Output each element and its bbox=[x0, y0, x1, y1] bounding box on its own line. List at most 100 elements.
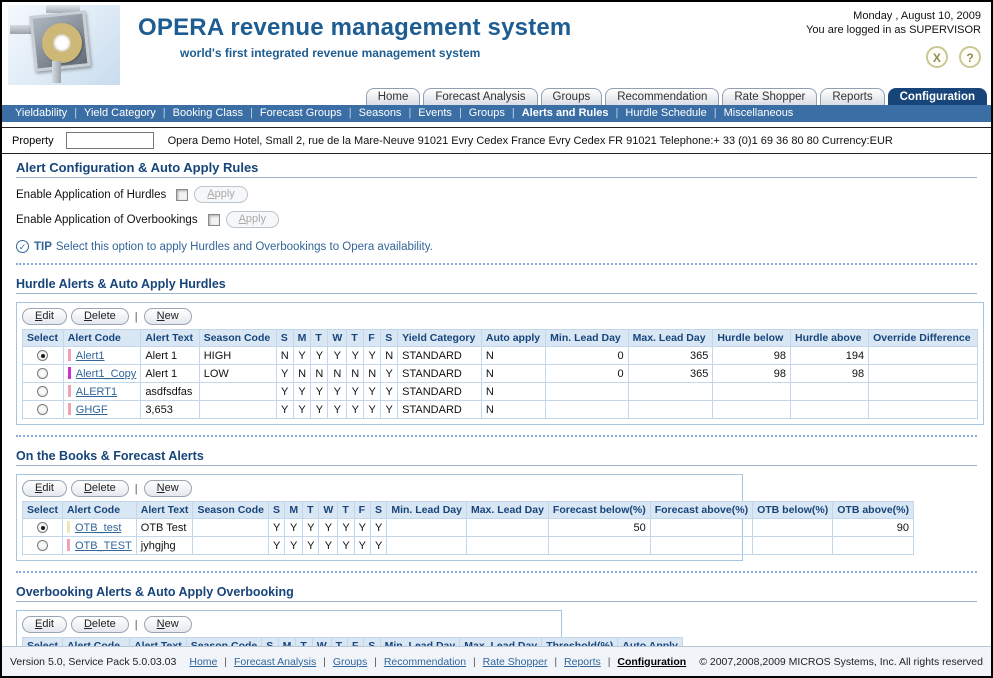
data-cell: N bbox=[380, 346, 399, 365]
data-cell: Y bbox=[327, 400, 348, 419]
delete-button[interactable]: Delete bbox=[70, 480, 129, 497]
select-cell bbox=[22, 346, 64, 365]
data-cell: 90 bbox=[832, 518, 915, 537]
data-cell bbox=[789, 400, 870, 419]
enable-hurdles-checkbox[interactable] bbox=[176, 188, 189, 201]
new-button[interactable]: New bbox=[143, 616, 192, 633]
column-header-s: S bbox=[370, 501, 388, 519]
select-radio[interactable] bbox=[37, 368, 49, 380]
data-cell: STANDARD bbox=[397, 400, 482, 419]
section-divider bbox=[16, 465, 977, 466]
data-cell: Y bbox=[346, 382, 365, 401]
data-cell: N bbox=[480, 400, 547, 419]
enable-overbookings-checkbox[interactable] bbox=[207, 213, 220, 226]
alert-code-link[interactable]: Alert1_Copy bbox=[75, 368, 137, 380]
subnav-item-seasons[interactable]: Seasons bbox=[358, 107, 402, 119]
property-input[interactable] bbox=[65, 132, 154, 149]
alert-code-link[interactable]: Alert1 bbox=[75, 350, 105, 362]
new-button[interactable]: New bbox=[143, 480, 192, 497]
data-cell: Y bbox=[370, 518, 388, 537]
select-cell bbox=[22, 400, 64, 419]
data-cell: Y bbox=[284, 536, 304, 555]
category-color-bar bbox=[66, 521, 70, 533]
alert-table-otb-forecast-alerts: Select Alert Code Alert Text Season Code S M T… bbox=[22, 501, 915, 555]
category-color-bar bbox=[67, 385, 71, 397]
footer-link-recommendation[interactable]: Recommendation bbox=[383, 655, 467, 668]
column-header-forecast-above-: Forecast above(%) bbox=[649, 501, 754, 519]
tip-row: ✓ TIP Select this option to apply Hurdle… bbox=[16, 240, 977, 253]
check-circle-icon: ✓ bbox=[16, 240, 29, 253]
footer-link-home[interactable]: Home bbox=[189, 655, 218, 668]
data-cell bbox=[547, 536, 651, 555]
tab-configuration[interactable]: Configuration bbox=[887, 88, 987, 105]
footer-link-groups[interactable]: Groups bbox=[332, 655, 368, 668]
select-radio[interactable] bbox=[37, 404, 49, 416]
data-cell: 194 bbox=[789, 346, 870, 365]
column-header-select: Select bbox=[22, 637, 63, 646]
table-toolbar-otb-forecast-alerts: Edit Delete | New bbox=[22, 480, 737, 497]
app-title: OPERA revenue management system bbox=[138, 14, 572, 41]
footer-link-forecast-analysis[interactable]: Forecast Analysis bbox=[233, 655, 317, 668]
data-cell: N bbox=[292, 364, 312, 383]
tab-recommendation[interactable]: Recommendation bbox=[605, 88, 720, 105]
data-cell: Y bbox=[327, 346, 348, 365]
subnav-item-miscellaneous[interactable]: Miscellaneous bbox=[723, 107, 794, 119]
apply-overbookings-button[interactable]: Apply bbox=[225, 211, 280, 228]
data-cell bbox=[465, 518, 549, 537]
subnav-separator: | bbox=[408, 107, 412, 119]
delete-button[interactable]: Delete bbox=[70, 308, 129, 325]
table-row: OTB_test OTB Test Y Y Y Y Y Y Y 50 90 bbox=[22, 518, 915, 537]
footer-link-separator: | bbox=[320, 655, 329, 668]
data-cell: Alert 1 bbox=[140, 364, 200, 383]
subnav-item-yieldability[interactable]: Yieldability bbox=[15, 107, 68, 119]
column-header-m: M bbox=[277, 637, 297, 646]
column-header-t: T bbox=[295, 637, 313, 646]
subnav-item-groups[interactable]: Groups bbox=[468, 107, 505, 119]
tab-rate-shopper[interactable]: Rate Shopper bbox=[722, 88, 818, 105]
data-cell: Y bbox=[337, 518, 355, 537]
edit-button[interactable]: Edit bbox=[22, 616, 67, 633]
close-button[interactable]: X bbox=[925, 46, 948, 68]
subnav-item-hurdle-schedule[interactable]: Hurdle Schedule bbox=[625, 107, 707, 119]
column-header-hurdle-below: Hurdle below bbox=[712, 329, 791, 347]
tab-reports[interactable]: Reports bbox=[820, 88, 885, 105]
column-header-f: F bbox=[346, 637, 365, 646]
select-radio[interactable] bbox=[37, 386, 49, 398]
data-cell: Y bbox=[346, 346, 365, 365]
edit-button[interactable]: Edit bbox=[22, 480, 67, 497]
select-radio[interactable] bbox=[36, 540, 48, 552]
apply-hurdles-button[interactable]: Apply bbox=[194, 186, 248, 203]
column-header-threshold-: Threshold(%) bbox=[541, 637, 619, 646]
edit-button[interactable]: Edit bbox=[22, 308, 67, 325]
data-cell: Y bbox=[363, 346, 382, 365]
alert-code-link[interactable]: OTB_test bbox=[74, 522, 122, 534]
new-button[interactable]: New bbox=[143, 308, 192, 325]
data-cell: Y bbox=[310, 382, 329, 401]
footer-link-reports[interactable]: Reports bbox=[564, 655, 601, 668]
data-cell: Y bbox=[275, 382, 294, 401]
subnav-item-alerts-and-rules[interactable]: Alerts and Rules bbox=[521, 107, 609, 119]
window-buttons: X ? bbox=[806, 46, 981, 68]
data-cell: N bbox=[480, 346, 547, 365]
select-radio[interactable] bbox=[36, 522, 48, 534]
subnav-item-yield-category[interactable]: Yield Category bbox=[84, 107, 156, 119]
tab-home[interactable]: Home bbox=[365, 88, 421, 105]
footer-link-configuration[interactable]: Configuration bbox=[617, 655, 687, 668]
data-cell: 0 bbox=[545, 346, 629, 365]
data-cell: N bbox=[275, 346, 294, 365]
dotted-separator bbox=[16, 435, 977, 437]
alert-code-cell: Alert1_Copy bbox=[62, 364, 142, 383]
select-radio[interactable] bbox=[37, 350, 49, 362]
data-cell: Y bbox=[380, 364, 399, 383]
tab-forecast-analysis[interactable]: Forecast Analysis bbox=[423, 88, 538, 105]
help-button[interactable]: ? bbox=[959, 46, 981, 68]
subnav-item-booking-class[interactable]: Booking Class bbox=[172, 107, 243, 119]
alert-code-link[interactable]: OTB_TEST bbox=[74, 540, 132, 552]
delete-button[interactable]: Delete bbox=[70, 616, 129, 633]
tab-groups[interactable]: Groups bbox=[540, 88, 603, 105]
alert-code-link[interactable]: GHGF bbox=[75, 404, 108, 416]
footer-link-rate-shopper[interactable]: Rate Shopper bbox=[482, 655, 548, 668]
alert-code-link[interactable]: ALERT1 bbox=[75, 386, 118, 398]
subnav-item-events[interactable]: Events bbox=[418, 107, 452, 119]
subnav-item-forecast-groups[interactable]: Forecast Groups bbox=[259, 107, 342, 119]
